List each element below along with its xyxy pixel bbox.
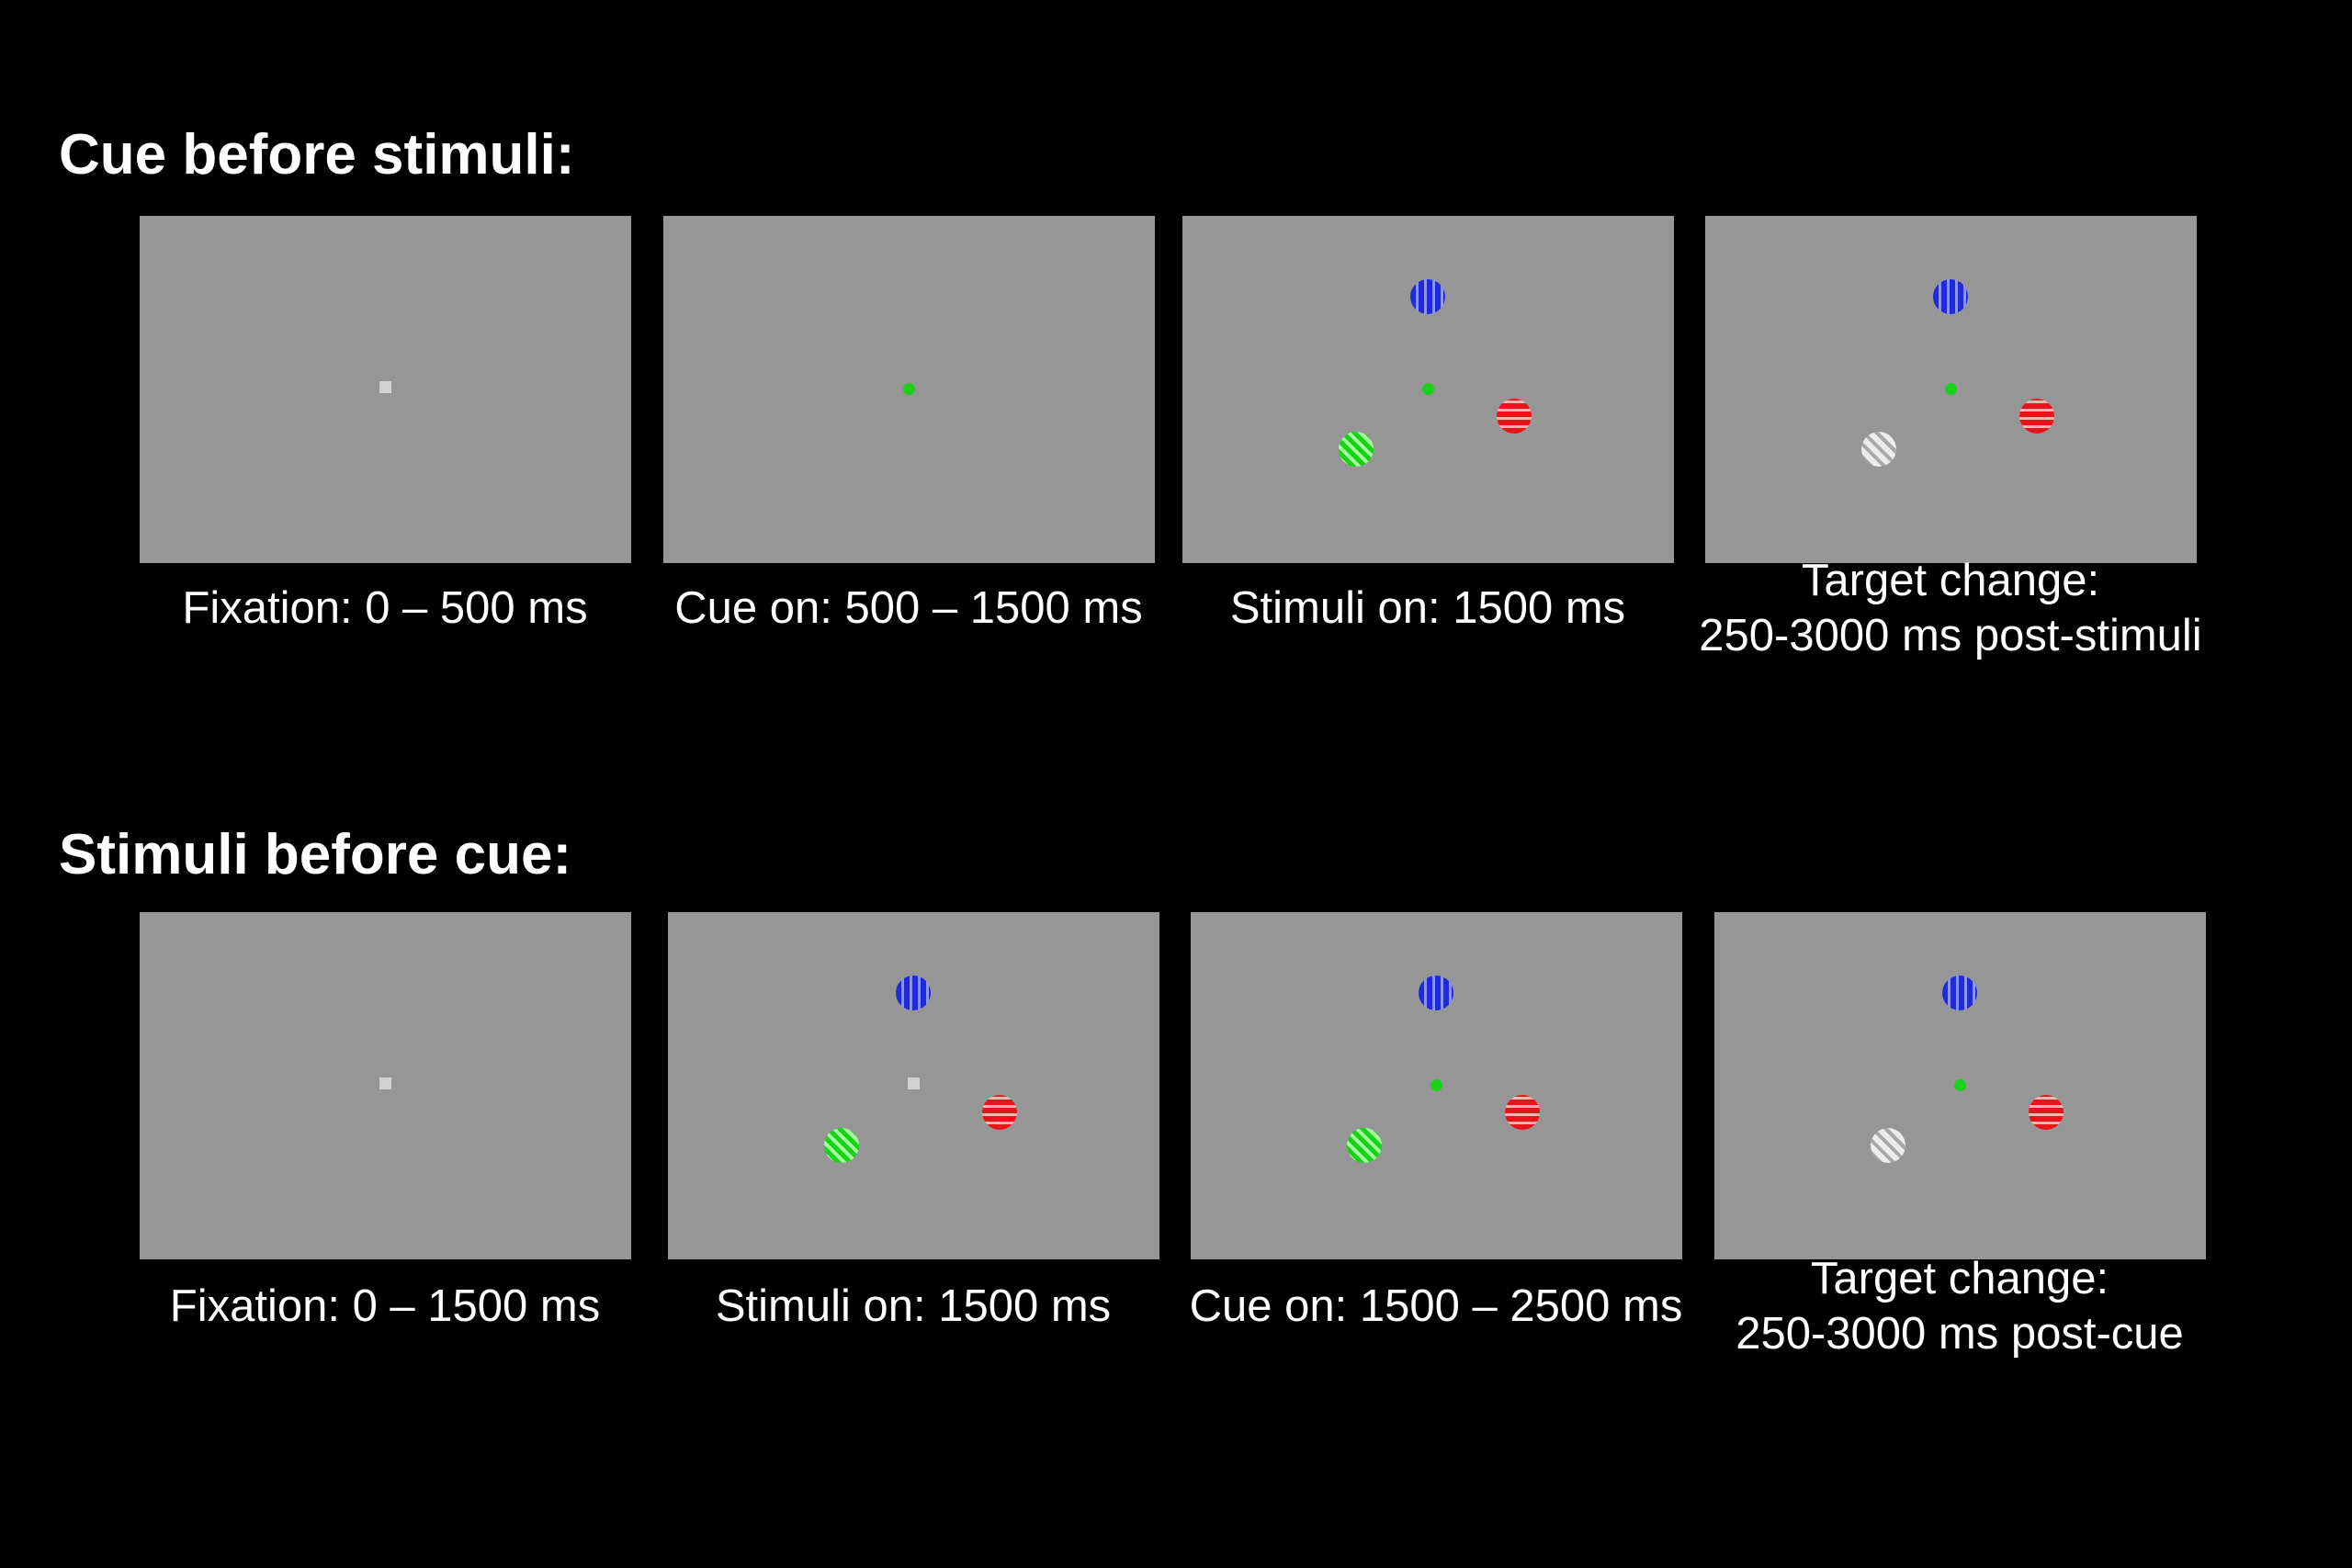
vertical-grating-icon — [1942, 976, 1977, 1010]
stimulus-panel — [1714, 912, 2206, 1259]
caption-line: 250-3000 ms post-cue — [1736, 1309, 2184, 1359]
horizontal-grating-icon — [2019, 399, 2054, 434]
caption-line: Fixation: 0 – 500 ms — [182, 583, 588, 633]
frame-caption: Stimuli on: 1500 ms — [1152, 581, 1703, 636]
section-title: Stimuli before cue: — [59, 823, 572, 886]
frame-caption: Target change: 250-3000 ms post-cue — [1684, 1251, 2235, 1361]
section-title: Cue before stimuli: — [59, 123, 575, 186]
caption-line: Cue on: 500 – 1500 ms — [674, 583, 1143, 633]
oblique-grating-icon — [824, 1128, 859, 1163]
stimulus-panel — [663, 216, 1155, 563]
frame-caption: Stimuli on: 1500 ms — [638, 1279, 1189, 1334]
vertical-grating-icon — [1419, 976, 1453, 1010]
caption-line: Cue on: 1500 – 2500 ms — [1189, 1281, 1683, 1331]
horizontal-grating-icon — [1505, 1095, 1540, 1130]
oblique-grating-icon — [1339, 432, 1374, 467]
vertical-grating-icon — [896, 976, 931, 1010]
stimulus-panel — [140, 912, 631, 1259]
caption-line: Fixation: 0 – 1500 ms — [169, 1281, 601, 1331]
caption-line: Target change: — [1801, 556, 2100, 605]
oblique-grating-icon — [1871, 1128, 1905, 1163]
fixation-point — [907, 1077, 920, 1089]
cue-fixation-point — [1430, 1078, 1442, 1091]
vertical-grating-icon — [1410, 279, 1445, 314]
frame-caption: Cue on: 1500 – 2500 ms — [1160, 1279, 1712, 1334]
stimulus-panel — [668, 912, 1159, 1259]
fixation-point — [379, 1077, 391, 1089]
frame-caption: Fixation: 0 – 1500 ms — [109, 1279, 661, 1334]
vertical-grating-icon — [1933, 279, 1968, 314]
caption-line: Stimuli on: 1500 ms — [715, 1281, 1112, 1331]
oblique-grating-icon — [1347, 1128, 1382, 1163]
stimulus-panel — [1191, 912, 1682, 1259]
stimulus-panel — [1705, 216, 2197, 563]
frame-caption: Target change: 250-3000 ms post-stimuli — [1675, 553, 2226, 663]
horizontal-grating-icon — [2029, 1095, 2064, 1130]
caption-line: 250-3000 ms post-stimuli — [1699, 611, 2202, 660]
cue-fixation-point — [1944, 382, 1957, 395]
frame-caption: Cue on: 500 – 1500 ms — [633, 581, 1184, 636]
horizontal-grating-icon — [1497, 399, 1532, 434]
caption-line: Stimuli on: 1500 ms — [1229, 583, 1626, 633]
cue-fixation-point — [902, 382, 915, 395]
caption-line: Target change: — [1810, 1254, 2109, 1303]
cue-fixation-point — [1421, 382, 1434, 395]
stimulus-panel — [140, 216, 631, 563]
fixation-point — [379, 380, 391, 393]
stimulus-panel — [1182, 216, 1674, 563]
frame-caption: Fixation: 0 – 500 ms — [109, 581, 661, 636]
oblique-grating-icon — [1861, 432, 1896, 467]
horizontal-grating-icon — [982, 1095, 1017, 1130]
cue-fixation-point — [1953, 1078, 1966, 1091]
